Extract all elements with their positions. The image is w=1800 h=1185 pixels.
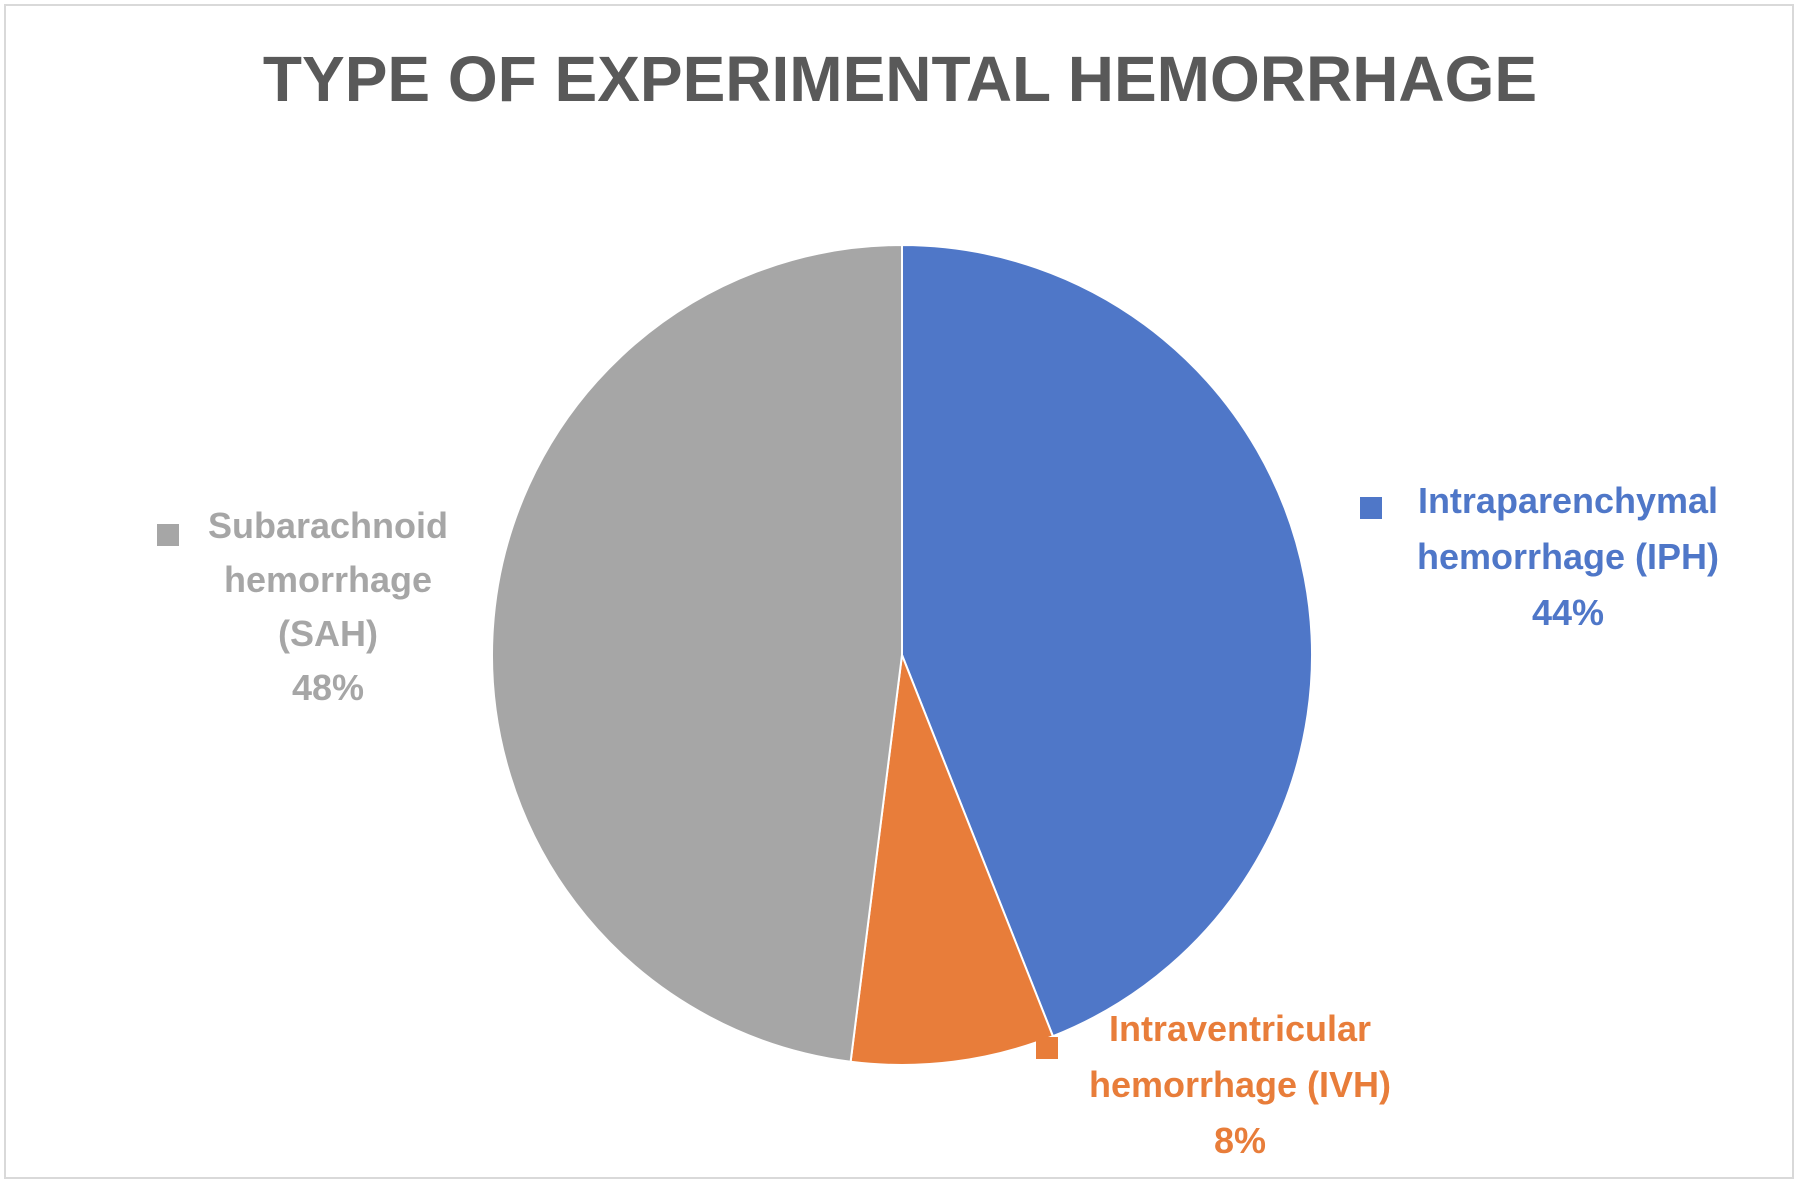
chart-title: TYPE OF EXPERIMENTAL HEMORRHAGE xyxy=(262,43,1538,115)
data-label-name: hemorrhage (IPH) xyxy=(1417,536,1719,577)
pie-labels: Intraparenchymal hemorrhage (IPH) 44% Intra… xyxy=(157,480,1719,1161)
data-label-name: hemorrhage xyxy=(224,559,432,600)
legend-key-0 xyxy=(1360,497,1382,519)
legend-key-1 xyxy=(1036,1037,1058,1059)
pie-slice-subarachnoid-hemorrhage-sah xyxy=(491,243,903,1063)
pie-slices xyxy=(491,243,1313,1066)
data-label-name: Subarachnoid xyxy=(208,505,448,546)
data-label-name: hemorrhage (IVH) xyxy=(1089,1064,1391,1105)
legend-key-2 xyxy=(157,524,179,546)
data-label-name: (SAH) xyxy=(278,613,378,654)
data-label-name: Intraventricular xyxy=(1109,1008,1371,1049)
data-label-value: 48% xyxy=(292,667,364,708)
data-label-name: Intraparenchymal xyxy=(1418,480,1718,521)
data-label-value: 44% xyxy=(1532,592,1604,633)
pie-slice-intraparenchymal-hemorrhage-iph xyxy=(901,243,1313,1038)
data-label-value: 8% xyxy=(1214,1120,1266,1161)
